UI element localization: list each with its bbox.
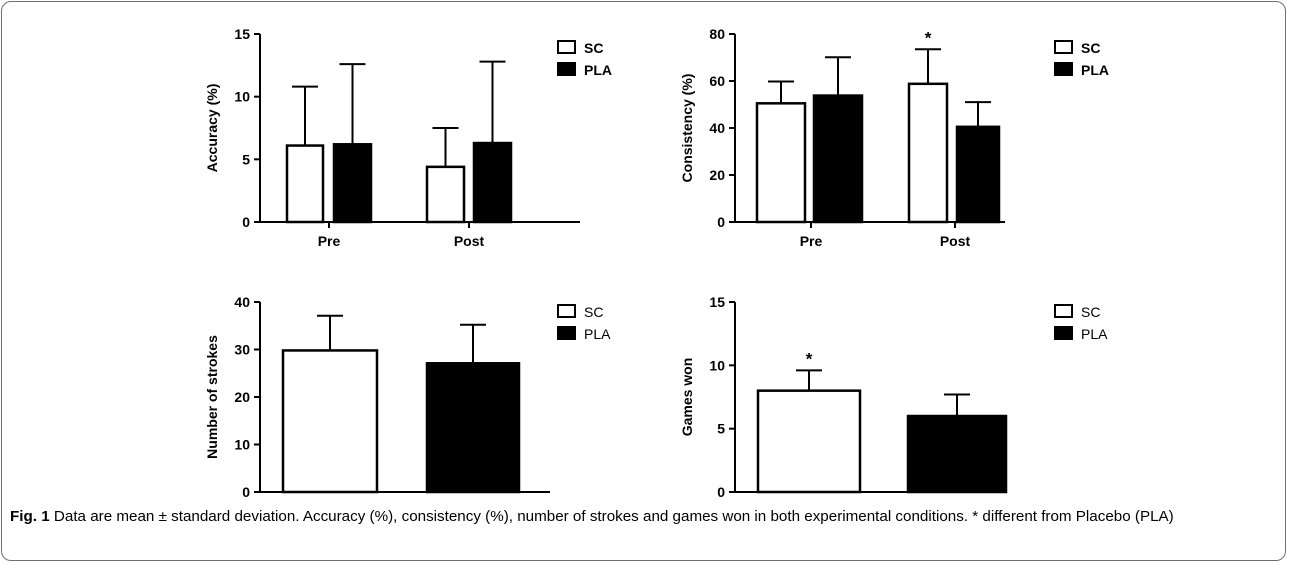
y-tick-label: 20 bbox=[709, 167, 725, 183]
y-tick-label: 40 bbox=[709, 120, 725, 136]
bar-sc bbox=[285, 144, 325, 224]
significance-marker: * bbox=[925, 28, 932, 47]
bar-sc bbox=[756, 389, 862, 494]
legend-swatch-sc bbox=[1054, 40, 1073, 54]
legend-label-sc: SC bbox=[1081, 40, 1100, 56]
legend-swatch-pla bbox=[557, 62, 576, 76]
legend-label-pla: PLA bbox=[1081, 326, 1108, 342]
bar-sc bbox=[907, 82, 949, 224]
y-tick-label: 15 bbox=[709, 294, 725, 310]
caption-label: Fig. 1 bbox=[10, 508, 50, 525]
bar-pla bbox=[906, 414, 1008, 494]
legend-label-sc: SC bbox=[584, 304, 603, 320]
legend-label-sc: SC bbox=[1081, 304, 1100, 320]
x-tick-label: Post bbox=[940, 233, 971, 249]
y-tick-label: 40 bbox=[234, 294, 250, 310]
y-tick-label: 30 bbox=[234, 342, 250, 358]
bar-pla bbox=[425, 362, 521, 494]
bar-pla bbox=[472, 141, 513, 224]
y-tick-label: 0 bbox=[717, 484, 725, 500]
y-tick-label: 10 bbox=[234, 89, 250, 105]
significance-marker: * bbox=[806, 349, 813, 368]
x-tick-label: Pre bbox=[318, 233, 341, 249]
y-tick-label: 10 bbox=[234, 437, 250, 453]
legend-label-pla: PLA bbox=[584, 326, 611, 342]
bar-pla bbox=[812, 94, 864, 224]
bar-sc bbox=[755, 102, 807, 224]
bar-sc bbox=[281, 349, 379, 494]
accuracy-chart: 0 5 10 15 Accuracy (%) Pre Post SC PLA bbox=[204, 26, 612, 249]
bar-pla bbox=[955, 125, 1001, 224]
y-tick-label: 10 bbox=[709, 357, 725, 373]
y-axis-label: Accuracy (%) bbox=[204, 84, 220, 173]
y-tick-label: 0 bbox=[717, 214, 725, 230]
legend-swatch-sc bbox=[557, 304, 576, 318]
y-tick-label: 5 bbox=[717, 421, 725, 437]
legend-swatch-pla bbox=[1054, 62, 1073, 76]
y-tick-label: 60 bbox=[709, 73, 725, 89]
games-won-chart: 0 5 10 15 Games won * SC PLA bbox=[679, 294, 1108, 500]
y-tick-label: 0 bbox=[242, 214, 250, 230]
figure-caption: Fig. 1 Data are mean ± standard deviatio… bbox=[10, 506, 1278, 528]
y-tick-label: 15 bbox=[234, 26, 250, 42]
legend-label-sc: SC bbox=[584, 40, 603, 56]
y-tick-label: 80 bbox=[709, 26, 725, 42]
y-tick-label: 5 bbox=[242, 151, 250, 167]
consistency-chart: 0 20 40 60 80 Consistency (%) Pre Post * SC PLA bbox=[679, 26, 1109, 249]
strokes-chart: 0 10 20 30 40 Number of strokes SC PLA bbox=[204, 294, 611, 500]
legend-label-pla: PLA bbox=[1081, 62, 1109, 78]
legend-swatch-pla bbox=[1054, 326, 1073, 340]
y-axis-label: Number of strokes bbox=[204, 335, 220, 459]
legend-swatch-sc bbox=[557, 40, 576, 54]
bar-pla bbox=[332, 143, 373, 224]
y-axis-label: Games won bbox=[679, 358, 695, 437]
x-tick-label: Post bbox=[454, 233, 485, 249]
caption-text: Data are mean ± standard deviation. Accu… bbox=[53, 508, 1174, 525]
y-tick-label: 20 bbox=[234, 389, 250, 405]
y-axis-label: Consistency (%) bbox=[679, 74, 695, 183]
x-tick-label: Pre bbox=[800, 233, 823, 249]
legend-swatch-pla bbox=[557, 326, 576, 340]
legend-swatch-sc bbox=[1054, 304, 1073, 318]
y-tick-label: 0 bbox=[242, 484, 250, 500]
legend-label-pla: PLA bbox=[584, 62, 612, 78]
bar-sc bbox=[425, 165, 466, 224]
